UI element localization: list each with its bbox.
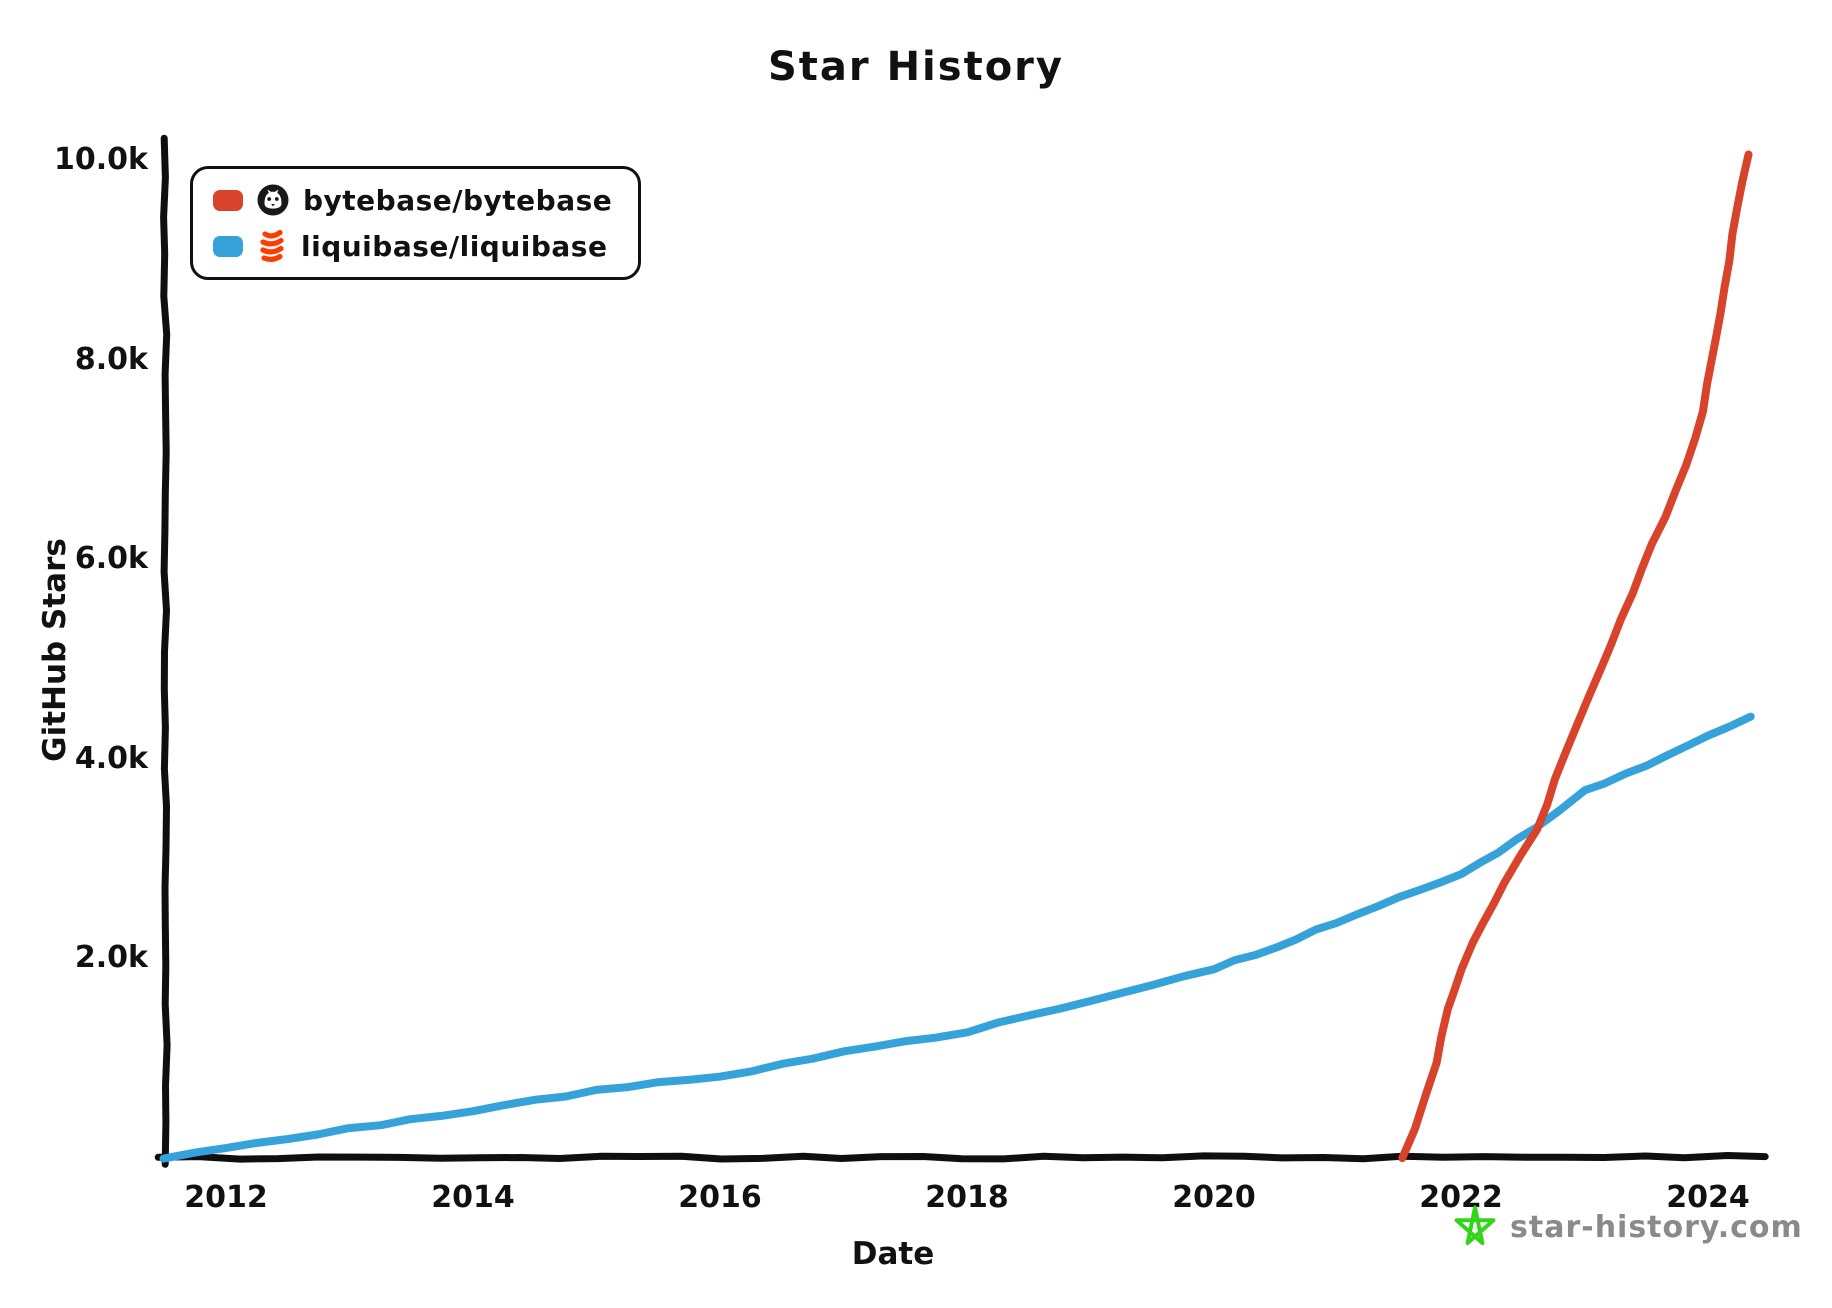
x-axis-title: Date <box>851 1236 935 1272</box>
legend-item-liquibase: liquibase/liquibase <box>213 229 612 263</box>
y-tick-8k: 8.0k <box>74 342 148 377</box>
legend: bytebase/bytebase liquibase/liquibase <box>190 166 642 280</box>
liquibase-coil-icon <box>260 229 284 263</box>
legend-swatch-0 <box>213 189 243 211</box>
doodle-star-icon <box>1454 1205 1496 1245</box>
x-tick-2016: 2016 <box>678 1180 762 1215</box>
watermark-link[interactable]: star-history.com <box>1452 1204 1803 1250</box>
legend-label-liquibase: liquibase/liquibase <box>301 229 608 263</box>
x-tick-2022: 2022 <box>1419 1180 1503 1215</box>
y-axis-title: GitHub Stars <box>37 538 73 762</box>
legend-label-bytebase: bytebase/bytebase <box>303 183 613 217</box>
legend-item-bytebase: bytebase/bytebase <box>213 183 612 217</box>
y-tick-6k: 6.0k <box>74 541 148 576</box>
x-tick-2024: 2024 <box>1666 1180 1750 1215</box>
y-tick-4k: 4.0k <box>74 741 148 776</box>
x-tick-2014: 2014 <box>431 1180 515 1215</box>
y-tick-10k: 10.0k <box>54 142 148 177</box>
x-tick-2020: 2020 <box>1172 1180 1256 1215</box>
x-tick-2018: 2018 <box>925 1180 1009 1215</box>
chart-title: Star History <box>768 44 1064 90</box>
y-axis <box>160 134 171 1168</box>
x-tick-2012: 2012 <box>184 1180 268 1215</box>
github-octocat-icon <box>257 184 289 216</box>
series-line-0 <box>1398 150 1753 1163</box>
watermark-text: star-history.com <box>1510 1209 1803 1245</box>
series-line-1 <box>159 712 1755 1163</box>
y-tick-2k: 2.0k <box>74 940 148 975</box>
x-axis <box>154 1152 1769 1163</box>
legend-swatch-1 <box>213 235 243 257</box>
